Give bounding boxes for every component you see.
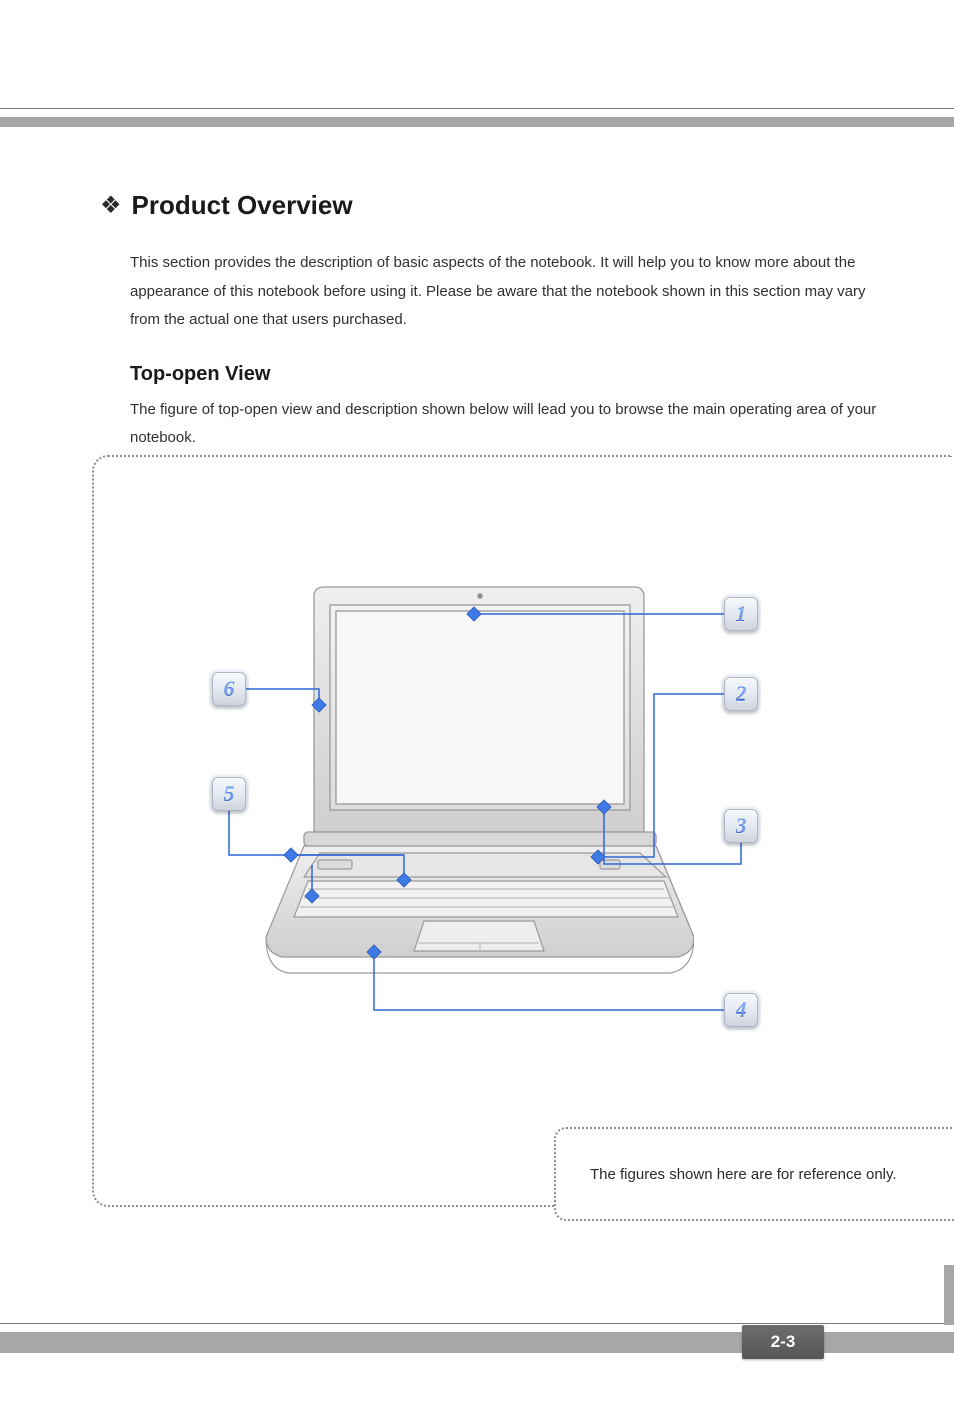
callout-number: 5 (224, 781, 235, 807)
top-rule (0, 108, 954, 109)
content-area: ❖ Product Overview This section provides… (100, 190, 884, 453)
figure-note-text: The figures shown here are for reference… (590, 1166, 897, 1183)
figure-box: 1 2 3 4 5 6 The figures shown here are f… (92, 455, 952, 1207)
page-title: Product Overview (132, 190, 353, 221)
h1-row: ❖ Product Overview (100, 190, 884, 221)
callout-badge-5: 5 (212, 777, 246, 811)
page-number-badge: 2-3 (742, 1325, 824, 1359)
callout-number: 1 (736, 601, 747, 627)
intro-paragraph: This section provides the description of… (130, 249, 884, 335)
callout-badge-3: 3 (724, 809, 758, 843)
callout-number: 6 (224, 676, 235, 702)
callout-badge-1: 1 (724, 597, 758, 631)
bottom-rule (0, 1323, 954, 1324)
bullet-diamond-icon: ❖ (100, 194, 122, 218)
grey-bar-top (0, 117, 954, 127)
page-number-text: 2-3 (771, 1332, 796, 1352)
callout-badge-6: 6 (212, 672, 246, 706)
callout-number: 3 (736, 813, 747, 839)
callout-number: 2 (736, 681, 747, 707)
figure-note-box: The figures shown here are for reference… (554, 1127, 954, 1221)
side-notch (944, 1265, 954, 1325)
callout-badge-2: 2 (724, 677, 758, 711)
section-subtitle: Top-open View (130, 363, 884, 386)
callout-badge-4: 4 (724, 993, 758, 1027)
callout-number: 4 (736, 997, 747, 1023)
callout-lines (94, 457, 954, 1209)
section-subintro: The figure of top-open view and descript… (130, 396, 884, 453)
